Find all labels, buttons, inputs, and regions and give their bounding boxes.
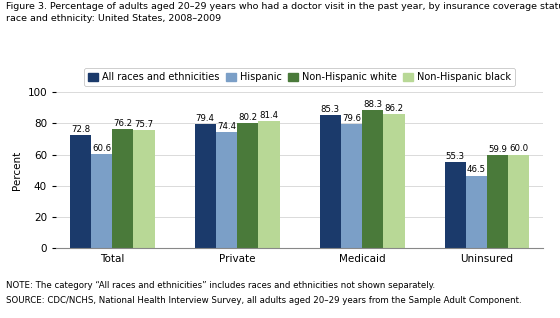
Bar — [362, 110, 383, 248]
Text: 85.3: 85.3 — [321, 105, 340, 114]
Legend: All races and ethnicities, Hispanic, Non-Hispanic white, Non-Hispanic black: All races and ethnicities, Hispanic, Non… — [84, 68, 515, 86]
Bar — [258, 121, 279, 248]
Bar — [445, 162, 466, 248]
Bar — [112, 129, 133, 248]
Text: NOTE: The category “All races and ethnicities” includes races and ethnicities no: NOTE: The category “All races and ethnic… — [6, 281, 435, 290]
Text: 79.4: 79.4 — [196, 114, 215, 123]
Text: 79.6: 79.6 — [342, 114, 361, 123]
Text: 76.2: 76.2 — [113, 119, 132, 128]
Bar — [487, 155, 508, 248]
Text: 72.8: 72.8 — [71, 125, 90, 134]
Bar — [216, 132, 237, 248]
Text: 88.3: 88.3 — [363, 100, 382, 109]
Bar — [466, 176, 487, 248]
Bar — [91, 154, 112, 248]
Bar — [383, 114, 404, 248]
Text: 46.5: 46.5 — [467, 165, 486, 175]
Text: 86.2: 86.2 — [384, 104, 403, 113]
Text: 81.4: 81.4 — [259, 111, 278, 120]
Text: 75.7: 75.7 — [134, 120, 153, 129]
Bar — [341, 124, 362, 248]
Bar — [133, 130, 155, 248]
Text: 80.2: 80.2 — [238, 113, 257, 122]
Text: 74.4: 74.4 — [217, 122, 236, 131]
Bar — [70, 135, 91, 248]
Text: SOURCE: CDC/NCHS, National Health Interview Survey, all adults aged 20–29 years : SOURCE: CDC/NCHS, National Health Interv… — [6, 296, 521, 305]
Bar — [195, 124, 216, 248]
Text: 60.0: 60.0 — [509, 144, 529, 154]
Bar — [508, 155, 529, 248]
Text: 59.9: 59.9 — [488, 145, 507, 154]
Y-axis label: Percent: Percent — [12, 150, 22, 190]
Bar — [320, 115, 341, 248]
Bar — [237, 123, 258, 248]
Text: race and ethnicity: United States, 2008–2009: race and ethnicity: United States, 2008–… — [6, 14, 221, 23]
Text: 55.3: 55.3 — [446, 152, 465, 161]
Text: Figure 3. Percentage of adults aged 20–29 years who had a doctor visit in the pa: Figure 3. Percentage of adults aged 20–2… — [6, 2, 560, 10]
Text: 60.6: 60.6 — [92, 143, 111, 153]
